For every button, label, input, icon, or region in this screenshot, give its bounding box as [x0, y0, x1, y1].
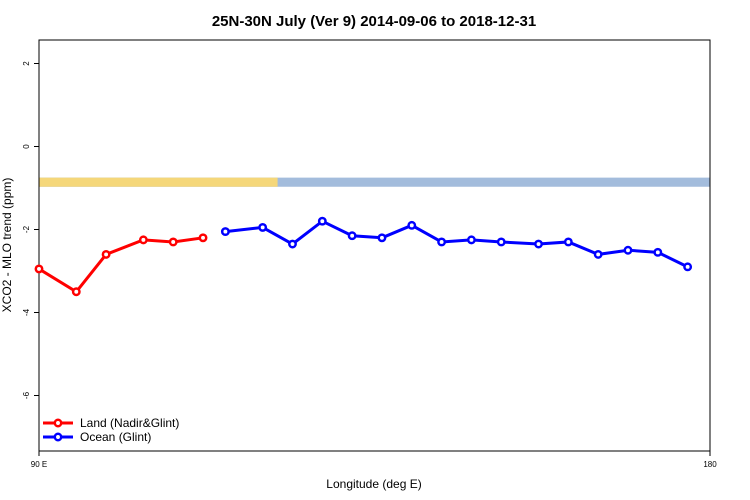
data-point	[258, 222, 268, 232]
data-point	[466, 235, 476, 245]
data-point	[288, 239, 297, 249]
data-point	[496, 237, 506, 247]
data-point	[138, 235, 148, 245]
plot-frame	[38, 39, 711, 452]
series-layer	[34, 216, 693, 297]
land-segment	[39, 177, 278, 187]
data-point	[683, 262, 693, 272]
data-point	[377, 233, 387, 243]
data-point	[198, 233, 208, 243]
series-line	[225, 219, 689, 269]
data-point	[347, 231, 357, 241]
legend-marker	[53, 432, 63, 442]
y-tick-label: -4	[22, 308, 31, 316]
data-point	[407, 220, 417, 230]
data-point	[168, 237, 178, 247]
data-point	[534, 239, 543, 249]
land-ocean-band	[39, 177, 710, 187]
y-axis-label: XCO2 - MLO trend (ppm)	[0, 178, 14, 313]
data-point	[437, 237, 447, 247]
x-axis: 90 E 180	[31, 451, 717, 469]
y-tick-label: 2	[22, 61, 31, 66]
legend-label: Ocean (Glint)	[80, 430, 151, 444]
data-point	[653, 247, 663, 257]
data-point	[593, 249, 603, 259]
x-axis-label: Longitude (deg E)	[326, 477, 421, 491]
chart-title: 25N-30N July (Ver 9) 2014-09-06 to 2018-…	[212, 13, 536, 30]
y-tick-label: 0	[22, 144, 31, 149]
data-point	[220, 227, 230, 237]
x-tick-label: 90 E	[31, 460, 47, 469]
data-point	[563, 237, 573, 247]
data-point	[623, 245, 633, 255]
series-line	[38, 236, 204, 294]
land-series	[34, 233, 208, 297]
legend-label: Land (Nadir&Glint)	[80, 416, 179, 430]
ocean-band	[39, 177, 710, 187]
legend: Land (Nadir&Glint)Ocean (Glint)	[43, 416, 179, 444]
y-tick-label: -6	[22, 391, 31, 399]
data-point	[317, 216, 327, 226]
y-axis: 2 0 -2 -4 -6	[22, 61, 39, 399]
y-tick-label: -2	[22, 225, 31, 233]
data-point	[71, 287, 81, 297]
x-tick-label: 180	[703, 460, 717, 469]
legend-marker	[53, 418, 63, 428]
data-point	[101, 249, 111, 259]
data-point	[34, 264, 44, 274]
ocean-series	[220, 216, 693, 272]
